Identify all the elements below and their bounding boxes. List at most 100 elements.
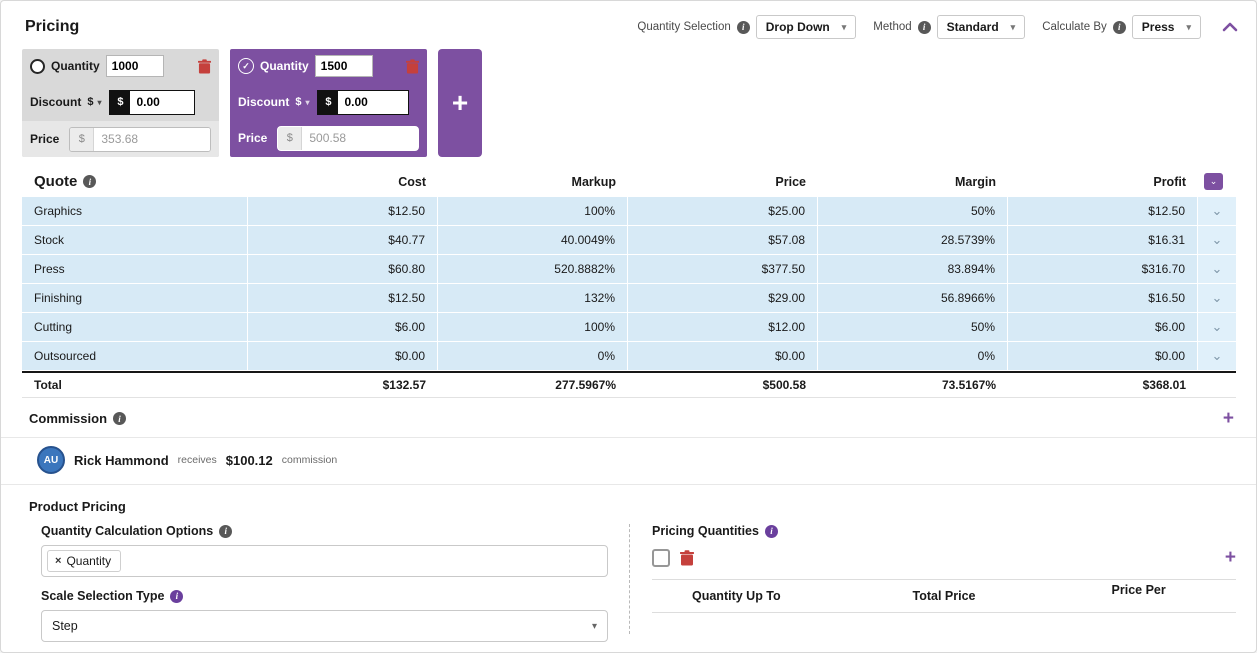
row-expand-chevron-icon[interactable]: ⌄ xyxy=(1198,255,1236,284)
commission-entry: AU Rick Hammond receives $100.12 commiss… xyxy=(1,437,1256,485)
quantity-selection-dropdown[interactable]: Drop Down ▾ xyxy=(755,15,857,39)
radio-unselected-icon[interactable] xyxy=(30,58,45,74)
discount-label: Discount xyxy=(238,95,290,109)
total-margin: 73.5167% xyxy=(941,378,996,392)
quote-table-header: Quote i Cost Markup Price Margin Profit … xyxy=(22,169,1236,197)
cell-price: $12.00 xyxy=(628,313,818,342)
trash-icon[interactable] xyxy=(406,58,419,74)
cell-price: $377.50 xyxy=(628,255,818,284)
method-value: Standard xyxy=(946,20,999,34)
cell-margin: 28.5739% xyxy=(818,226,1008,255)
product-pricing-columns: Quantity Calculation Options i × Quantit… xyxy=(1,524,1256,642)
trash-icon[interactable] xyxy=(680,549,694,566)
cell-markup: 100% xyxy=(438,313,628,342)
total-row: Total $132.57 277.5967% $500.58 73.5167%… xyxy=(22,371,1236,398)
add-pricing-quantity-button[interactable]: + xyxy=(1224,547,1236,568)
currency-prefix: $ xyxy=(278,126,303,150)
remove-chip-icon[interactable]: × xyxy=(55,555,62,567)
table-row: Outsourced $0.00 0% $0.00 0% $0.00 ⌄ xyxy=(22,342,1236,371)
trash-icon[interactable] xyxy=(198,58,211,74)
discount-input[interactable] xyxy=(338,90,409,114)
select-all-checkbox[interactable] xyxy=(652,548,670,567)
row-label: Cutting xyxy=(22,313,248,342)
pq-col-total-price: Total Price xyxy=(912,589,976,603)
add-quantity-button[interactable]: + xyxy=(438,49,482,157)
calculate-by-label: Calculate By xyxy=(1042,21,1107,33)
info-icon[interactable]: i xyxy=(764,524,778,538)
collapse-section-chevron-icon[interactable] xyxy=(1222,21,1238,33)
commission-suffix: commission xyxy=(281,454,338,466)
info-icon[interactable]: i xyxy=(113,412,127,425)
total-label: Total xyxy=(34,378,62,392)
cell-markup: 132% xyxy=(438,284,628,313)
info-icon[interactable]: i xyxy=(170,589,184,603)
info-icon[interactable]: i xyxy=(219,524,233,538)
info-icon[interactable]: i xyxy=(1112,20,1126,34)
cell-price: $57.08 xyxy=(628,226,818,255)
discount-input[interactable] xyxy=(130,90,195,114)
row-label: Press xyxy=(22,255,248,284)
row-label: Stock xyxy=(22,226,248,255)
discount-row: Discount $ ▾ $ xyxy=(230,83,427,121)
cell-margin: 0% xyxy=(818,342,1008,371)
quantity-calculation-options-input[interactable]: × Quantity xyxy=(41,545,608,577)
quantity-input[interactable] xyxy=(314,55,373,77)
cell-profit: $12.50 xyxy=(1008,197,1198,226)
commission-header: Commission i + xyxy=(1,398,1256,437)
page-title: Pricing xyxy=(25,18,80,35)
method-dropdown[interactable]: Standard ▾ xyxy=(936,15,1026,39)
table-row: Finishing $12.50 132% $29.00 56.8966% $1… xyxy=(22,284,1236,313)
info-icon[interactable]: i xyxy=(917,20,931,34)
cell-markup: 520.8882% xyxy=(438,255,628,284)
table-row: Stock $40.77 40.0049% $57.08 28.5739% $1… xyxy=(22,226,1236,255)
cell-cost: $6.00 xyxy=(248,313,438,342)
pq-col-quantity-up-to: Quantity Up To xyxy=(692,589,781,603)
total-row-spacer xyxy=(1198,373,1236,397)
cell-profit: $0.00 xyxy=(1008,342,1198,371)
quantity-input[interactable] xyxy=(105,55,164,77)
quantity-selection-label: Quantity Selection xyxy=(637,21,731,33)
row-expand-chevron-icon[interactable]: ⌄ xyxy=(1198,226,1236,255)
cell-price: $0.00 xyxy=(628,342,818,371)
product-pricing-left: Quantity Calculation Options i × Quantit… xyxy=(41,524,608,642)
cell-markup: 0% xyxy=(438,342,628,371)
cell-profit: $16.50 xyxy=(1008,284,1198,313)
chip-label: Quantity xyxy=(66,554,112,568)
chevron-down-icon: ▾ xyxy=(841,21,847,32)
table-row: Cutting $6.00 100% $12.00 50% $6.00 ⌄ xyxy=(22,313,1236,342)
price-input[interactable] xyxy=(94,127,210,151)
cell-margin: 50% xyxy=(818,197,1008,226)
col-price: Price xyxy=(775,174,806,189)
qco-label-wrap: Quantity Calculation Options i xyxy=(41,524,608,538)
add-commission-button[interactable]: + xyxy=(1222,408,1234,429)
discount-row: Discount $ ▾ $ xyxy=(22,83,219,121)
cell-margin: 83.894% xyxy=(818,255,1008,284)
info-icon[interactable]: i xyxy=(736,20,750,34)
vertical-divider xyxy=(629,524,630,634)
discount-unit-dropdown[interactable]: $ ▾ xyxy=(295,96,309,108)
row-expand-chevron-icon[interactable]: ⌄ xyxy=(1198,342,1236,371)
row-expand-chevron-icon[interactable]: ⌄ xyxy=(1198,284,1236,313)
cell-cost: $0.00 xyxy=(248,342,438,371)
header-controls: Quantity Selection i Drop Down ▾ Method … xyxy=(627,15,1238,39)
radio-selected-icon[interactable]: ✓ xyxy=(238,58,254,74)
method-group: Method i Standard ▾ xyxy=(873,15,1026,39)
cell-margin: 50% xyxy=(818,313,1008,342)
price-input[interactable] xyxy=(302,126,418,150)
expand-all-button[interactable]: ⌄ xyxy=(1204,173,1223,190)
pricing-header: Pricing Quantity Selection i Drop Down ▾… xyxy=(1,1,1256,47)
price-row: Price $ xyxy=(22,121,219,157)
col-markup: Markup xyxy=(571,174,616,189)
col-margin: Margin xyxy=(955,174,996,189)
row-expand-chevron-icon[interactable]: ⌄ xyxy=(1198,197,1236,226)
info-icon[interactable]: i xyxy=(83,175,97,188)
avatar: AU xyxy=(37,446,65,474)
row-expand-chevron-icon[interactable]: ⌄ xyxy=(1198,313,1236,342)
currency-prefix: $ xyxy=(318,90,339,114)
table-row: Press $60.80 520.8882% $377.50 83.894% $… xyxy=(22,255,1236,284)
cell-cost: $40.77 xyxy=(248,226,438,255)
discount-unit-dropdown[interactable]: $ ▾ xyxy=(87,96,101,108)
scale-selection-select[interactable]: Step ▾ xyxy=(41,610,608,642)
calculate-by-dropdown[interactable]: Press ▾ xyxy=(1131,15,1201,39)
